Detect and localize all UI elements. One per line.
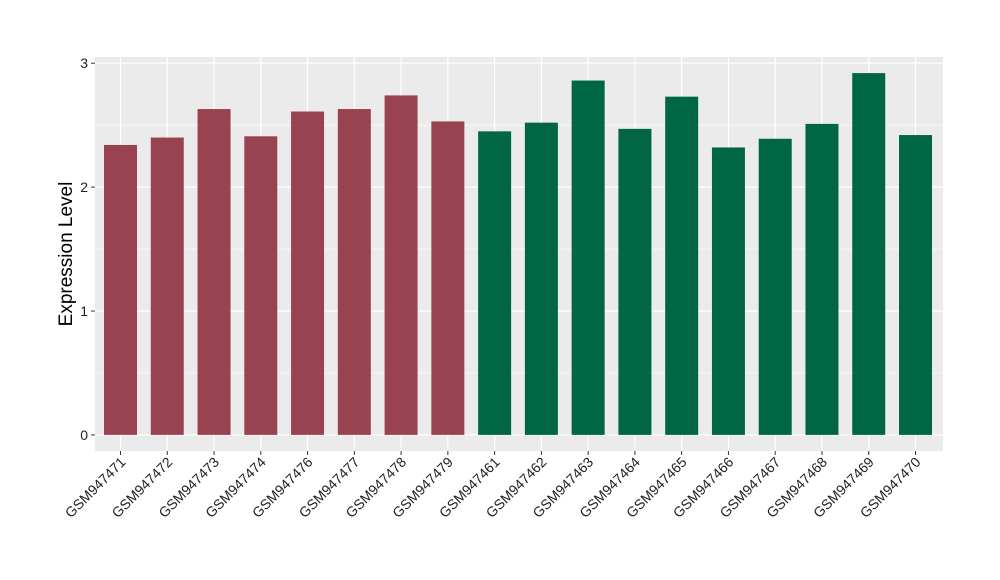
- plot-panel: [95, 57, 943, 451]
- bar: [337, 109, 371, 435]
- bar: [197, 109, 231, 435]
- y-tick-label: 2: [80, 179, 88, 195]
- bar: [899, 135, 932, 435]
- bar: [618, 128, 652, 435]
- y-tick-label: 3: [80, 55, 88, 71]
- bar: [805, 123, 839, 435]
- y-axis-title: Expression Level: [56, 182, 77, 327]
- bar: [244, 136, 278, 435]
- bar: [478, 131, 512, 435]
- bar: [665, 96, 699, 435]
- bar: [524, 122, 558, 435]
- bar: [852, 73, 886, 435]
- bar: [431, 121, 465, 435]
- bar: [571, 80, 605, 435]
- x-axis-ticks: GSM947471GSM947472GSM947473GSM947474GSM9…: [62, 451, 924, 521]
- bar: [291, 111, 325, 435]
- y-axis-ticks: 0 1 2 3: [80, 55, 95, 443]
- minor-gridlines: [95, 124, 943, 374]
- bars: [104, 73, 932, 435]
- y-tick-label: 1: [80, 303, 88, 319]
- bar: [384, 95, 418, 435]
- bar: [758, 138, 792, 435]
- bar: [150, 137, 184, 435]
- y-tick-label: 0: [80, 427, 88, 443]
- bar: [711, 147, 745, 435]
- bar: [104, 144, 137, 435]
